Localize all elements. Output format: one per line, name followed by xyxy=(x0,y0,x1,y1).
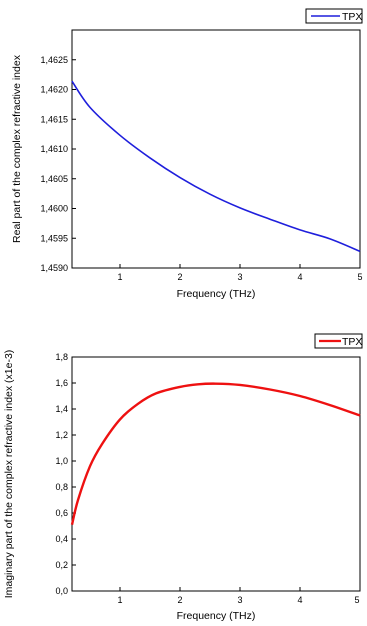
chart-2-y-axis-label: Imaginary part of the complex refractive… xyxy=(3,350,15,599)
chart-2-x-tick-label: 1 xyxy=(117,595,122,605)
chart-1-y-tick-label: 1,4625 xyxy=(40,55,68,65)
chart-1-legend: TPX xyxy=(305,8,363,24)
chart-2-y-tick-label: 0,2 xyxy=(55,560,68,570)
chart-1-x-tick-label: 1 xyxy=(117,272,122,282)
chart-2-y-tick-label: 1,4 xyxy=(55,404,68,414)
chart-1-plot-frame xyxy=(71,29,361,269)
chart-1-x-tick-label: 5 xyxy=(357,272,362,282)
chart-1-x-tick-label: 4 xyxy=(297,272,302,282)
chart-2-plot-frame xyxy=(71,356,361,592)
chart-1-x-axis-label: Frequency (THz) xyxy=(177,288,256,300)
chart-1-y-tick-label: 1,4620 xyxy=(40,85,68,95)
chart-2-y-tick-label: 1,0 xyxy=(55,456,68,466)
chart-1-series-line xyxy=(71,80,361,253)
chart-2-y-ticks: 0,0 0,2 0,4 0,6 0,8 1,0 1,2 1,4 1,6 1,8 xyxy=(55,352,76,596)
chart-2-y-tick-label: 0,4 xyxy=(55,534,68,544)
chart-2-y-tick-label: 0,0 xyxy=(55,586,68,596)
chart-1-y-tick-label: 1,4610 xyxy=(40,144,68,154)
chart-1-y-ticks: 1,4590 1,4595 1,4600 1,4605 1,4610 1,461… xyxy=(40,55,76,273)
chart-1-x-ticks: 1 2 3 4 5 xyxy=(117,264,363,282)
chart-1: TPX 1,4590 1,4595 1,4600 1,4605 1,4610 1… xyxy=(11,8,363,300)
chart-1-x-tick-label: 2 xyxy=(177,272,182,282)
chart-2-x-tick-label: 5 xyxy=(354,595,359,605)
chart-2-legend: TPX xyxy=(314,333,363,349)
chart-2-series-line xyxy=(70,382,361,525)
chart-1-y-tick-label: 1,4605 xyxy=(40,174,68,184)
chart-1-y-tick-label: 1,4615 xyxy=(40,114,68,124)
chart-2-x-ticks: 1 2 3 4 5 xyxy=(117,587,361,605)
chart-2-x-axis-label: Frequency (THz) xyxy=(177,610,256,622)
chart-2-y-tick-label: 1,8 xyxy=(55,352,68,362)
chart-1-x-tick-label: 3 xyxy=(237,272,242,282)
chart-2: TPX 0,0 0,2 0,4 0,6 0,8 1,0 1,2 1,4 1,6 … xyxy=(3,333,363,622)
chart-2-x-tick-label: 2 xyxy=(177,595,182,605)
chart-1-y-tick-label: 1,4595 xyxy=(40,233,68,243)
chart-2-legend-label: TPX xyxy=(342,336,362,348)
chart-1-y-tick-label: 1,4590 xyxy=(40,263,68,273)
chart-1-legend-label: TPX xyxy=(342,11,362,23)
chart-1-y-tick-label: 1,4600 xyxy=(40,204,68,214)
chart-2-y-tick-label: 1,2 xyxy=(55,430,68,440)
chart-2-x-tick-label: 3 xyxy=(237,595,242,605)
chart-2-y-tick-label: 1,6 xyxy=(55,378,68,388)
chart-2-y-tick-label: 0,6 xyxy=(55,508,68,518)
chart-2-y-tick-label: 0,8 xyxy=(55,482,68,492)
chart-1-y-axis-label: Real part of the complex refractive inde… xyxy=(11,54,23,243)
chart-2-x-tick-label: 4 xyxy=(297,595,302,605)
